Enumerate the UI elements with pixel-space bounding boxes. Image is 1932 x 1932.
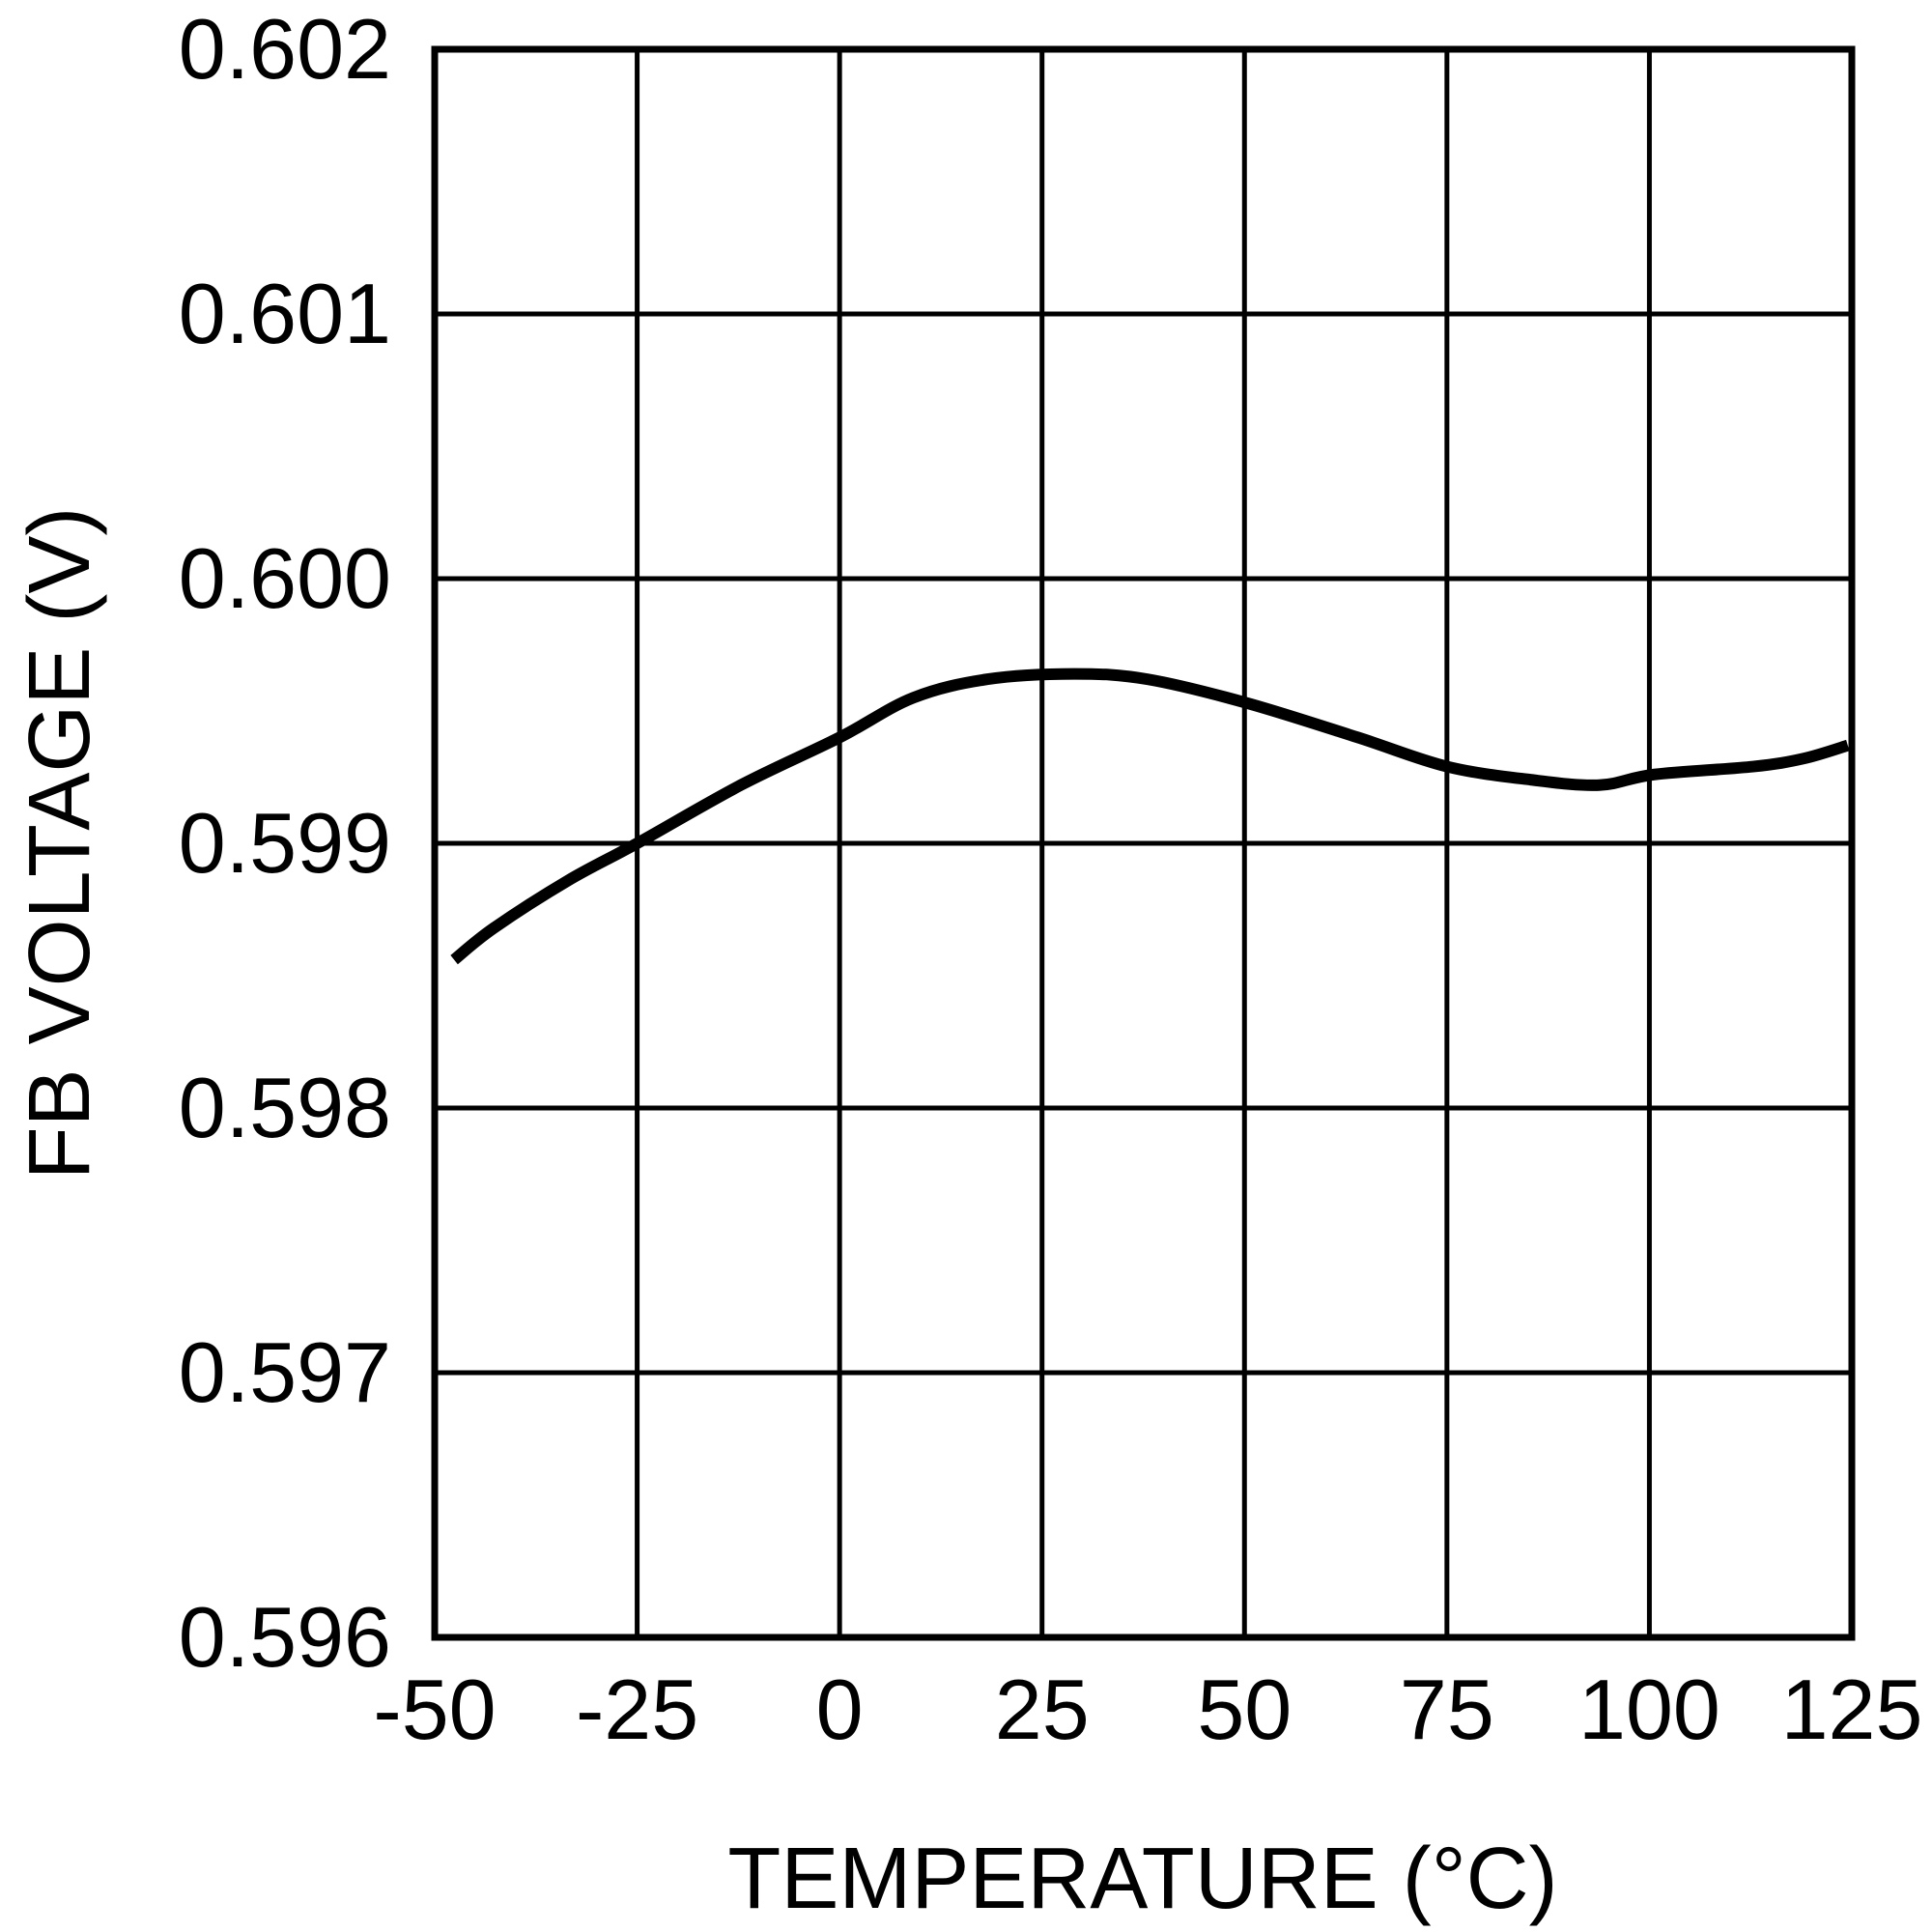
x-tick-label: 75 — [1400, 1662, 1494, 1757]
y-tick-label: 0.601 — [179, 266, 391, 361]
x-axis-label: TEMPERATURE (°C) — [727, 1831, 1557, 1927]
plot-frame — [431, 45, 1856, 1641]
y-axis-label: FB VOLTAGE (V) — [12, 507, 108, 1180]
y-tick-label: 0.596 — [179, 1589, 391, 1685]
y-tick-label: 0.597 — [179, 1324, 391, 1420]
y-tick-label: 0.600 — [179, 530, 391, 626]
x-tick-label: 25 — [995, 1662, 1090, 1757]
x-tick-label: 0 — [816, 1662, 864, 1757]
y-tick-label: 0.598 — [179, 1060, 391, 1155]
x-tick-label: -25 — [576, 1662, 698, 1757]
x-tick-label: -50 — [373, 1662, 496, 1757]
y-tick-label: 0.602 — [179, 1, 391, 97]
series-line — [450, 668, 1850, 965]
y-tick-label: 0.599 — [179, 795, 391, 891]
x-tick-label: 50 — [1197, 1662, 1292, 1757]
x-tick-label: 100 — [1578, 1662, 1720, 1757]
tick-labels: -50 -25 0 25 50 75 100 125 0.596 0.597 0.598 0.599 0… — [179, 1, 1923, 1757]
grid — [432, 46, 1855, 1640]
x-tick-label: 125 — [1781, 1662, 1923, 1757]
